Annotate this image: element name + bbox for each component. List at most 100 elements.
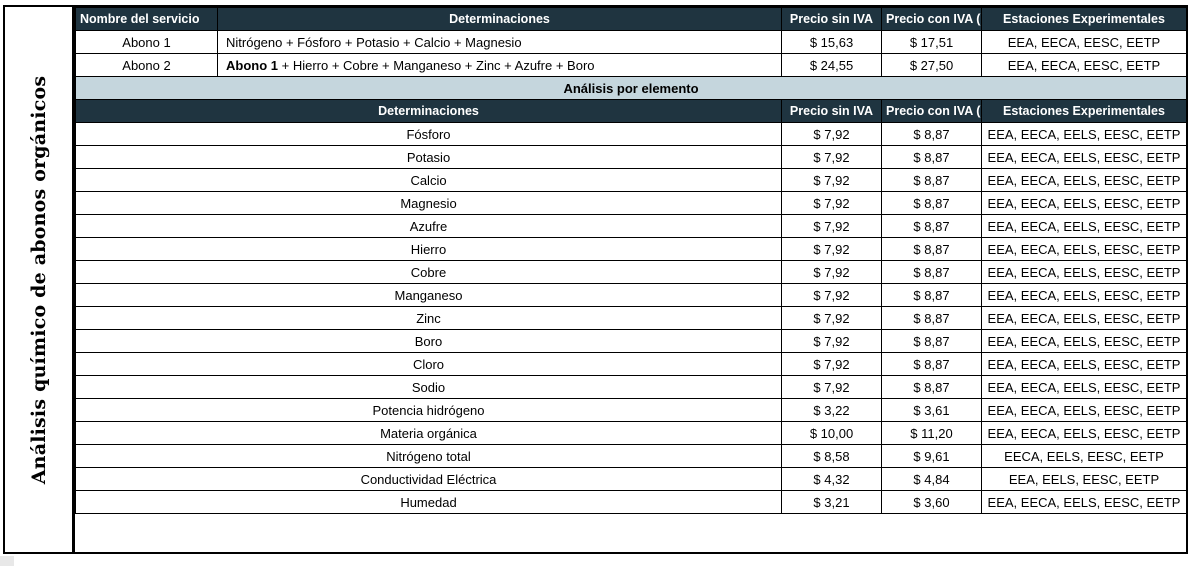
- price-no-iva: $ 7,92: [781, 191, 882, 215]
- element-name: Manganeso: [75, 283, 782, 307]
- col-header-price-iva: Precio con IVA (12%): [881, 7, 982, 31]
- price-no-iva: $ 10,00: [781, 421, 882, 445]
- stations: EEA, EECA, EELS, EESC, EETP: [981, 421, 1187, 445]
- stations: EEA, EECA, EELS, EESC, EETP: [981, 306, 1187, 330]
- price-iva: $ 8,87: [881, 191, 982, 215]
- element-name: Materia orgánica: [75, 421, 782, 445]
- col-header-determinations-2: Determinaciones: [75, 99, 782, 123]
- corner-mark: [0, 556, 14, 566]
- abono-row: Abono 1 Nitrógeno + Fósforo + Potasio + C…: [75, 30, 1187, 54]
- element-name: Humedad: [75, 490, 782, 514]
- price-iva: $ 8,87: [881, 237, 982, 261]
- element-row: Cloro $ 7,92 $ 8,87 EEA, EECA, EELS, EESC, …: [75, 352, 1187, 376]
- price-no-iva: $ 7,92: [781, 237, 882, 261]
- price-iva: $ 17,51: [881, 30, 982, 54]
- col-header-stations-2: Estaciones Experimentales: [981, 99, 1187, 123]
- price-no-iva: $ 15,63: [781, 30, 882, 54]
- element-name: Magnesio: [75, 191, 782, 215]
- element-row: Manganeso $ 7,92 $ 8,87 EEA, EECA, EELS, EE…: [75, 283, 1187, 307]
- price-no-iva: $ 7,92: [781, 375, 882, 399]
- price-table: Nombre del servicio Determinaciones Prec…: [75, 7, 1187, 514]
- section-row: Análisis por elemento: [75, 76, 1187, 100]
- stations: EEA, EECA, EELS, EESC, EETP: [981, 122, 1187, 146]
- element-row: Potencia hidrógeno $ 3,22 $ 3,61 EEA, EECA,…: [75, 398, 1187, 422]
- element-row: Conductividad Eléctrica $ 4,32 $ 4,84 EEA, …: [75, 467, 1187, 491]
- element-name: Nitrógeno total: [75, 444, 782, 468]
- price-no-iva: $ 24,55: [781, 53, 882, 77]
- stations: EEA, EECA, EELS, EESC, EETP: [981, 398, 1187, 422]
- price-iva: $ 8,87: [881, 329, 982, 353]
- element-name: Calcio: [75, 168, 782, 192]
- element-row: Nitrógeno total $ 8,58 $ 9,61 EECA, EELS, E…: [75, 444, 1187, 468]
- abono-row: Abono 2 Abono 1 + Hierro + Cobre + Mangan…: [75, 53, 1187, 77]
- element-name: Potasio: [75, 145, 782, 169]
- stations: EEA, EECA, EELS, EESC, EETP: [981, 490, 1187, 514]
- stations: EEA, EELS, EESC, EETP: [981, 467, 1187, 491]
- element-name: Fósforo: [75, 122, 782, 146]
- price-iva: $ 11,20: [881, 421, 982, 445]
- price-iva: $ 8,87: [881, 122, 982, 146]
- determinations-text: Nitrógeno + Fósforo + Potasio + Calcio +…: [226, 34, 522, 50]
- stations: EEA, EECA, EELS, EESC, EETP: [981, 329, 1187, 353]
- col-header-service: Nombre del servicio: [75, 7, 218, 31]
- price-no-iva: $ 3,22: [781, 398, 882, 422]
- element-row: Fósforo $ 7,92 $ 8,87 EEA, EECA, EELS, EESC…: [75, 122, 1187, 146]
- element-row: Sodio $ 7,92 $ 8,87 EEA, EECA, EELS, EESC, …: [75, 375, 1187, 399]
- stations: EECA, EELS, EESC, EETP: [981, 444, 1187, 468]
- col-header-determinations: Determinaciones: [217, 7, 782, 31]
- price-iva: $ 9,61: [881, 444, 982, 468]
- price-no-iva: $ 7,92: [781, 122, 882, 146]
- stations: EEA, EECA, EESC, EETP: [981, 53, 1187, 77]
- price-no-iva: $ 7,92: [781, 145, 882, 169]
- element-name: Potencia hidrógeno: [75, 398, 782, 422]
- determinations-text: + Hierro + Cobre + Manganeso + Zinc + Az…: [278, 57, 595, 73]
- element-row: Boro $ 7,92 $ 8,87 EEA, EECA, EELS, EESC, E…: [75, 329, 1187, 353]
- price-no-iva: $ 7,92: [781, 168, 882, 192]
- service-name: Abono 1: [75, 30, 218, 54]
- element-row: Hierro $ 7,92 $ 8,87 EEA, EECA, EELS, EESC,…: [75, 237, 1187, 261]
- price-no-iva: $ 8,58: [781, 444, 882, 468]
- service-name: Abono 2: [75, 53, 218, 77]
- price-iva: $ 8,87: [881, 375, 982, 399]
- price-no-iva: $ 7,92: [781, 352, 882, 376]
- element-name: Zinc: [75, 306, 782, 330]
- price-no-iva: $ 7,92: [781, 260, 882, 284]
- price-iva: $ 8,87: [881, 283, 982, 307]
- stations: EEA, EECA, EESC, EETP: [981, 30, 1187, 54]
- price-no-iva: $ 7,92: [781, 306, 882, 330]
- side-title-panel: Análisis químico de abonos orgánicos: [5, 7, 75, 552]
- element-name: Cloro: [75, 352, 782, 376]
- price-iva: $ 27,50: [881, 53, 982, 77]
- price-iva: $ 8,87: [881, 306, 982, 330]
- determinations-cell: Abono 1 + Hierro + Cobre + Manganeso + Z…: [217, 53, 782, 77]
- price-iva: $ 8,87: [881, 145, 982, 169]
- stations: EEA, EECA, EELS, EESC, EETP: [981, 237, 1187, 261]
- element-row: Potasio $ 7,92 $ 8,87 EEA, EECA, EELS, EESC…: [75, 145, 1187, 169]
- price-iva: $ 8,87: [881, 168, 982, 192]
- col-header-price-iva-2: Precio con IVA (12%): [881, 99, 982, 123]
- price-no-iva: $ 7,92: [781, 283, 882, 307]
- element-name: Hierro: [75, 237, 782, 261]
- col-header-price: Precio sin IVA: [781, 7, 882, 31]
- stations: EEA, EECA, EELS, EESC, EETP: [981, 375, 1187, 399]
- price-table-frame: Análisis químico de abonos orgánicos Nom…: [3, 5, 1188, 554]
- element-name: Boro: [75, 329, 782, 353]
- stations: EEA, EECA, EELS, EESC, EETP: [981, 168, 1187, 192]
- price-iva: $ 3,61: [881, 398, 982, 422]
- stations: EEA, EECA, EELS, EESC, EETP: [981, 191, 1187, 215]
- element-row: Zinc $ 7,92 $ 8,87 EEA, EECA, EELS, EESC, E…: [75, 306, 1187, 330]
- determinations-cell: Nitrógeno + Fósforo + Potasio + Calcio +…: [217, 30, 782, 54]
- element-name: Cobre: [75, 260, 782, 284]
- stations: EEA, EECA, EELS, EESC, EETP: [981, 260, 1187, 284]
- col-header-stations: Estaciones Experimentales: [981, 7, 1187, 31]
- element-name: Conductividad Eléctrica: [75, 467, 782, 491]
- stations: EEA, EECA, EELS, EESC, EETP: [981, 352, 1187, 376]
- price-iva: $ 8,87: [881, 260, 982, 284]
- stations: EEA, EECA, EELS, EESC, EETP: [981, 145, 1187, 169]
- element-row: Azufre $ 7,92 $ 8,87 EEA, EECA, EELS, EESC,…: [75, 214, 1187, 238]
- determinations-bold: Abono 1: [226, 57, 278, 73]
- price-no-iva: $ 7,92: [781, 214, 882, 238]
- stations: EEA, EECA, EELS, EESC, EETP: [981, 283, 1187, 307]
- price-no-iva: $ 3,21: [781, 490, 882, 514]
- stations: EEA, EECA, EELS, EESC, EETP: [981, 214, 1187, 238]
